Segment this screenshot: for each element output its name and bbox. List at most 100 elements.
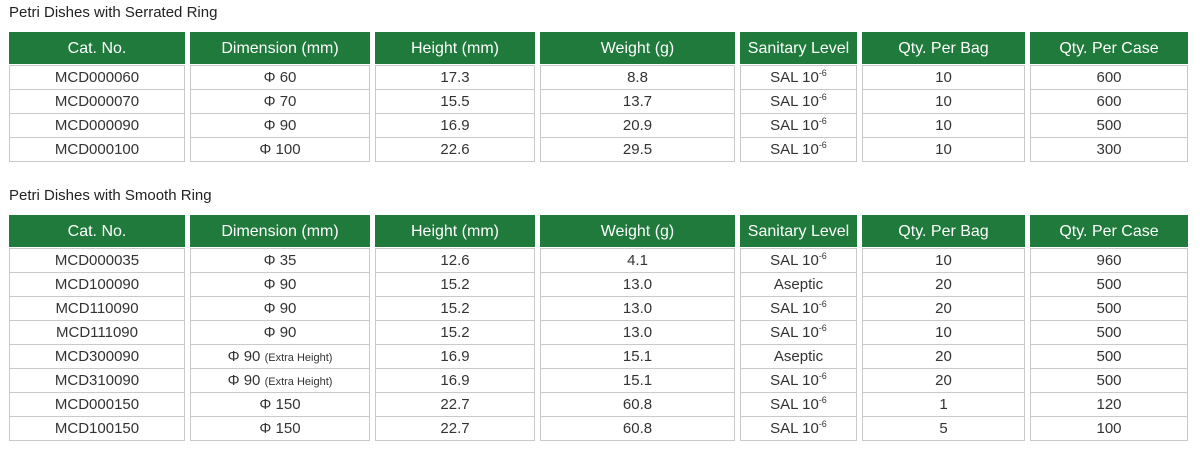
- table-cell: 16.9: [375, 113, 535, 138]
- table-cell: 15.1: [540, 344, 735, 369]
- table-cell: 120: [1030, 392, 1188, 417]
- superscript: -6: [818, 92, 827, 102]
- table-cell: SAL 10-6: [740, 137, 857, 162]
- table-cell: MCD000060: [9, 65, 185, 90]
- table: Cat. No. Dimension (mm) Height (mm) Weight …: [9, 215, 1188, 441]
- table-cell: 15.2: [375, 296, 535, 321]
- superscript: -6: [818, 116, 827, 126]
- table-cell: 13.0: [540, 320, 735, 345]
- table-cell: 10: [862, 89, 1025, 114]
- table-cell: 500: [1030, 344, 1188, 369]
- table-cell: MCD000100: [9, 137, 185, 162]
- table-cell: Aseptic: [740, 272, 857, 297]
- cell-text: SAL 10: [770, 117, 819, 134]
- column-header: Cat. No.: [9, 215, 185, 247]
- table-cell: SAL 10-6: [740, 296, 857, 321]
- table-cell: 600: [1030, 65, 1188, 90]
- table-cell: MCD111090: [9, 320, 185, 345]
- table: Cat. No. Dimension (mm) Height (mm) Weight …: [9, 32, 1188, 162]
- table-cell: SAL 10-6: [740, 392, 857, 417]
- table-cell: Φ 90: [190, 320, 370, 345]
- column-header: Sanitary Level: [740, 32, 857, 64]
- table-cell: 15.1: [540, 368, 735, 393]
- table-cell: MCD100150: [9, 416, 185, 441]
- column-header: Sanitary Level: [740, 215, 857, 247]
- table-cell: Φ 90: [190, 296, 370, 321]
- column-header: Qty. Per Bag: [862, 215, 1025, 247]
- column-header: Qty. Per Bag: [862, 32, 1025, 64]
- table-cell: 300: [1030, 137, 1188, 162]
- table-cell: 20.9: [540, 113, 735, 138]
- table-cell: MCD300090: [9, 344, 185, 369]
- table-cell: 10: [862, 137, 1025, 162]
- table-cell: 1: [862, 392, 1025, 417]
- column-header: Dimension (mm): [190, 215, 370, 247]
- column-header: Height (mm): [375, 215, 535, 247]
- table-cell: 10: [862, 113, 1025, 138]
- table-cell: 29.5: [540, 137, 735, 162]
- table-cell: Φ 35: [190, 248, 370, 273]
- superscript: -6: [818, 323, 827, 333]
- table-cell: 20: [862, 344, 1025, 369]
- table-cell: 960: [1030, 248, 1188, 273]
- table-cell: 10: [862, 320, 1025, 345]
- table-cell: MCD100090: [9, 272, 185, 297]
- table-cell: SAL 10-6: [740, 248, 857, 273]
- table-cell: 10: [862, 65, 1025, 90]
- column-header: Height (mm): [375, 32, 535, 64]
- section-title: Petri Dishes with Smooth Ring: [9, 187, 212, 204]
- cell-text: SAL 10: [770, 252, 819, 269]
- table-cell: 20: [862, 272, 1025, 297]
- column-header: Weight (g): [540, 32, 735, 64]
- table-cell: MCD000090: [9, 113, 185, 138]
- superscript: -6: [818, 419, 827, 429]
- table-cell: Φ 70: [190, 89, 370, 114]
- table-cell: Φ 90: [190, 113, 370, 138]
- column-header: Qty. Per Case: [1030, 215, 1188, 247]
- table-cell: 500: [1030, 296, 1188, 321]
- table-cell: 15.2: [375, 320, 535, 345]
- cell-note: (Extra Height): [264, 376, 333, 388]
- table-cell: 13.7: [540, 89, 735, 114]
- column-header: Qty. Per Case: [1030, 32, 1188, 64]
- table-cell: 22.6: [375, 137, 535, 162]
- table-cell: Aseptic: [740, 344, 857, 369]
- table-cell: SAL 10-6: [740, 113, 857, 138]
- table-cell: MCD110090: [9, 296, 185, 321]
- table-cell: Φ 60: [190, 65, 370, 90]
- table-cell: 15.2: [375, 272, 535, 297]
- column-header: Weight (g): [540, 215, 735, 247]
- table-cell: Φ 150: [190, 392, 370, 417]
- cell-text: SAL 10: [770, 300, 819, 317]
- cell-text: Φ 90: [227, 348, 261, 365]
- cell-text: SAL 10: [770, 93, 819, 110]
- cell-text: SAL 10: [770, 69, 819, 86]
- table-cell: 8.8: [540, 65, 735, 90]
- superscript: -6: [818, 68, 827, 78]
- table-cell: 100: [1030, 416, 1188, 441]
- cell-text: SAL 10: [770, 372, 819, 389]
- table-cell: SAL 10-6: [740, 89, 857, 114]
- table-cell: 20: [862, 296, 1025, 321]
- table-cell: 16.9: [375, 344, 535, 369]
- table-cell: Φ 90 (Extra Height): [190, 368, 370, 393]
- table-cell: 13.0: [540, 296, 735, 321]
- cell-text: SAL 10: [770, 324, 819, 341]
- table-cell: Φ 150: [190, 416, 370, 441]
- table-cell: 500: [1030, 113, 1188, 138]
- table-cell: 12.6: [375, 248, 535, 273]
- cell-note: (Extra Height): [264, 352, 333, 364]
- table-cell: 500: [1030, 272, 1188, 297]
- cell-text: SAL 10: [770, 420, 819, 437]
- table-cell: 20: [862, 368, 1025, 393]
- table-cell: SAL 10-6: [740, 320, 857, 345]
- table-cell: 4.1: [540, 248, 735, 273]
- table-cell: 60.8: [540, 416, 735, 441]
- superscript: -6: [818, 140, 827, 150]
- cell-text: Φ 90: [227, 372, 261, 389]
- table-cell: MCD000035: [9, 248, 185, 273]
- superscript: -6: [818, 299, 827, 309]
- table-cell: MCD000150: [9, 392, 185, 417]
- table-cell: 16.9: [375, 368, 535, 393]
